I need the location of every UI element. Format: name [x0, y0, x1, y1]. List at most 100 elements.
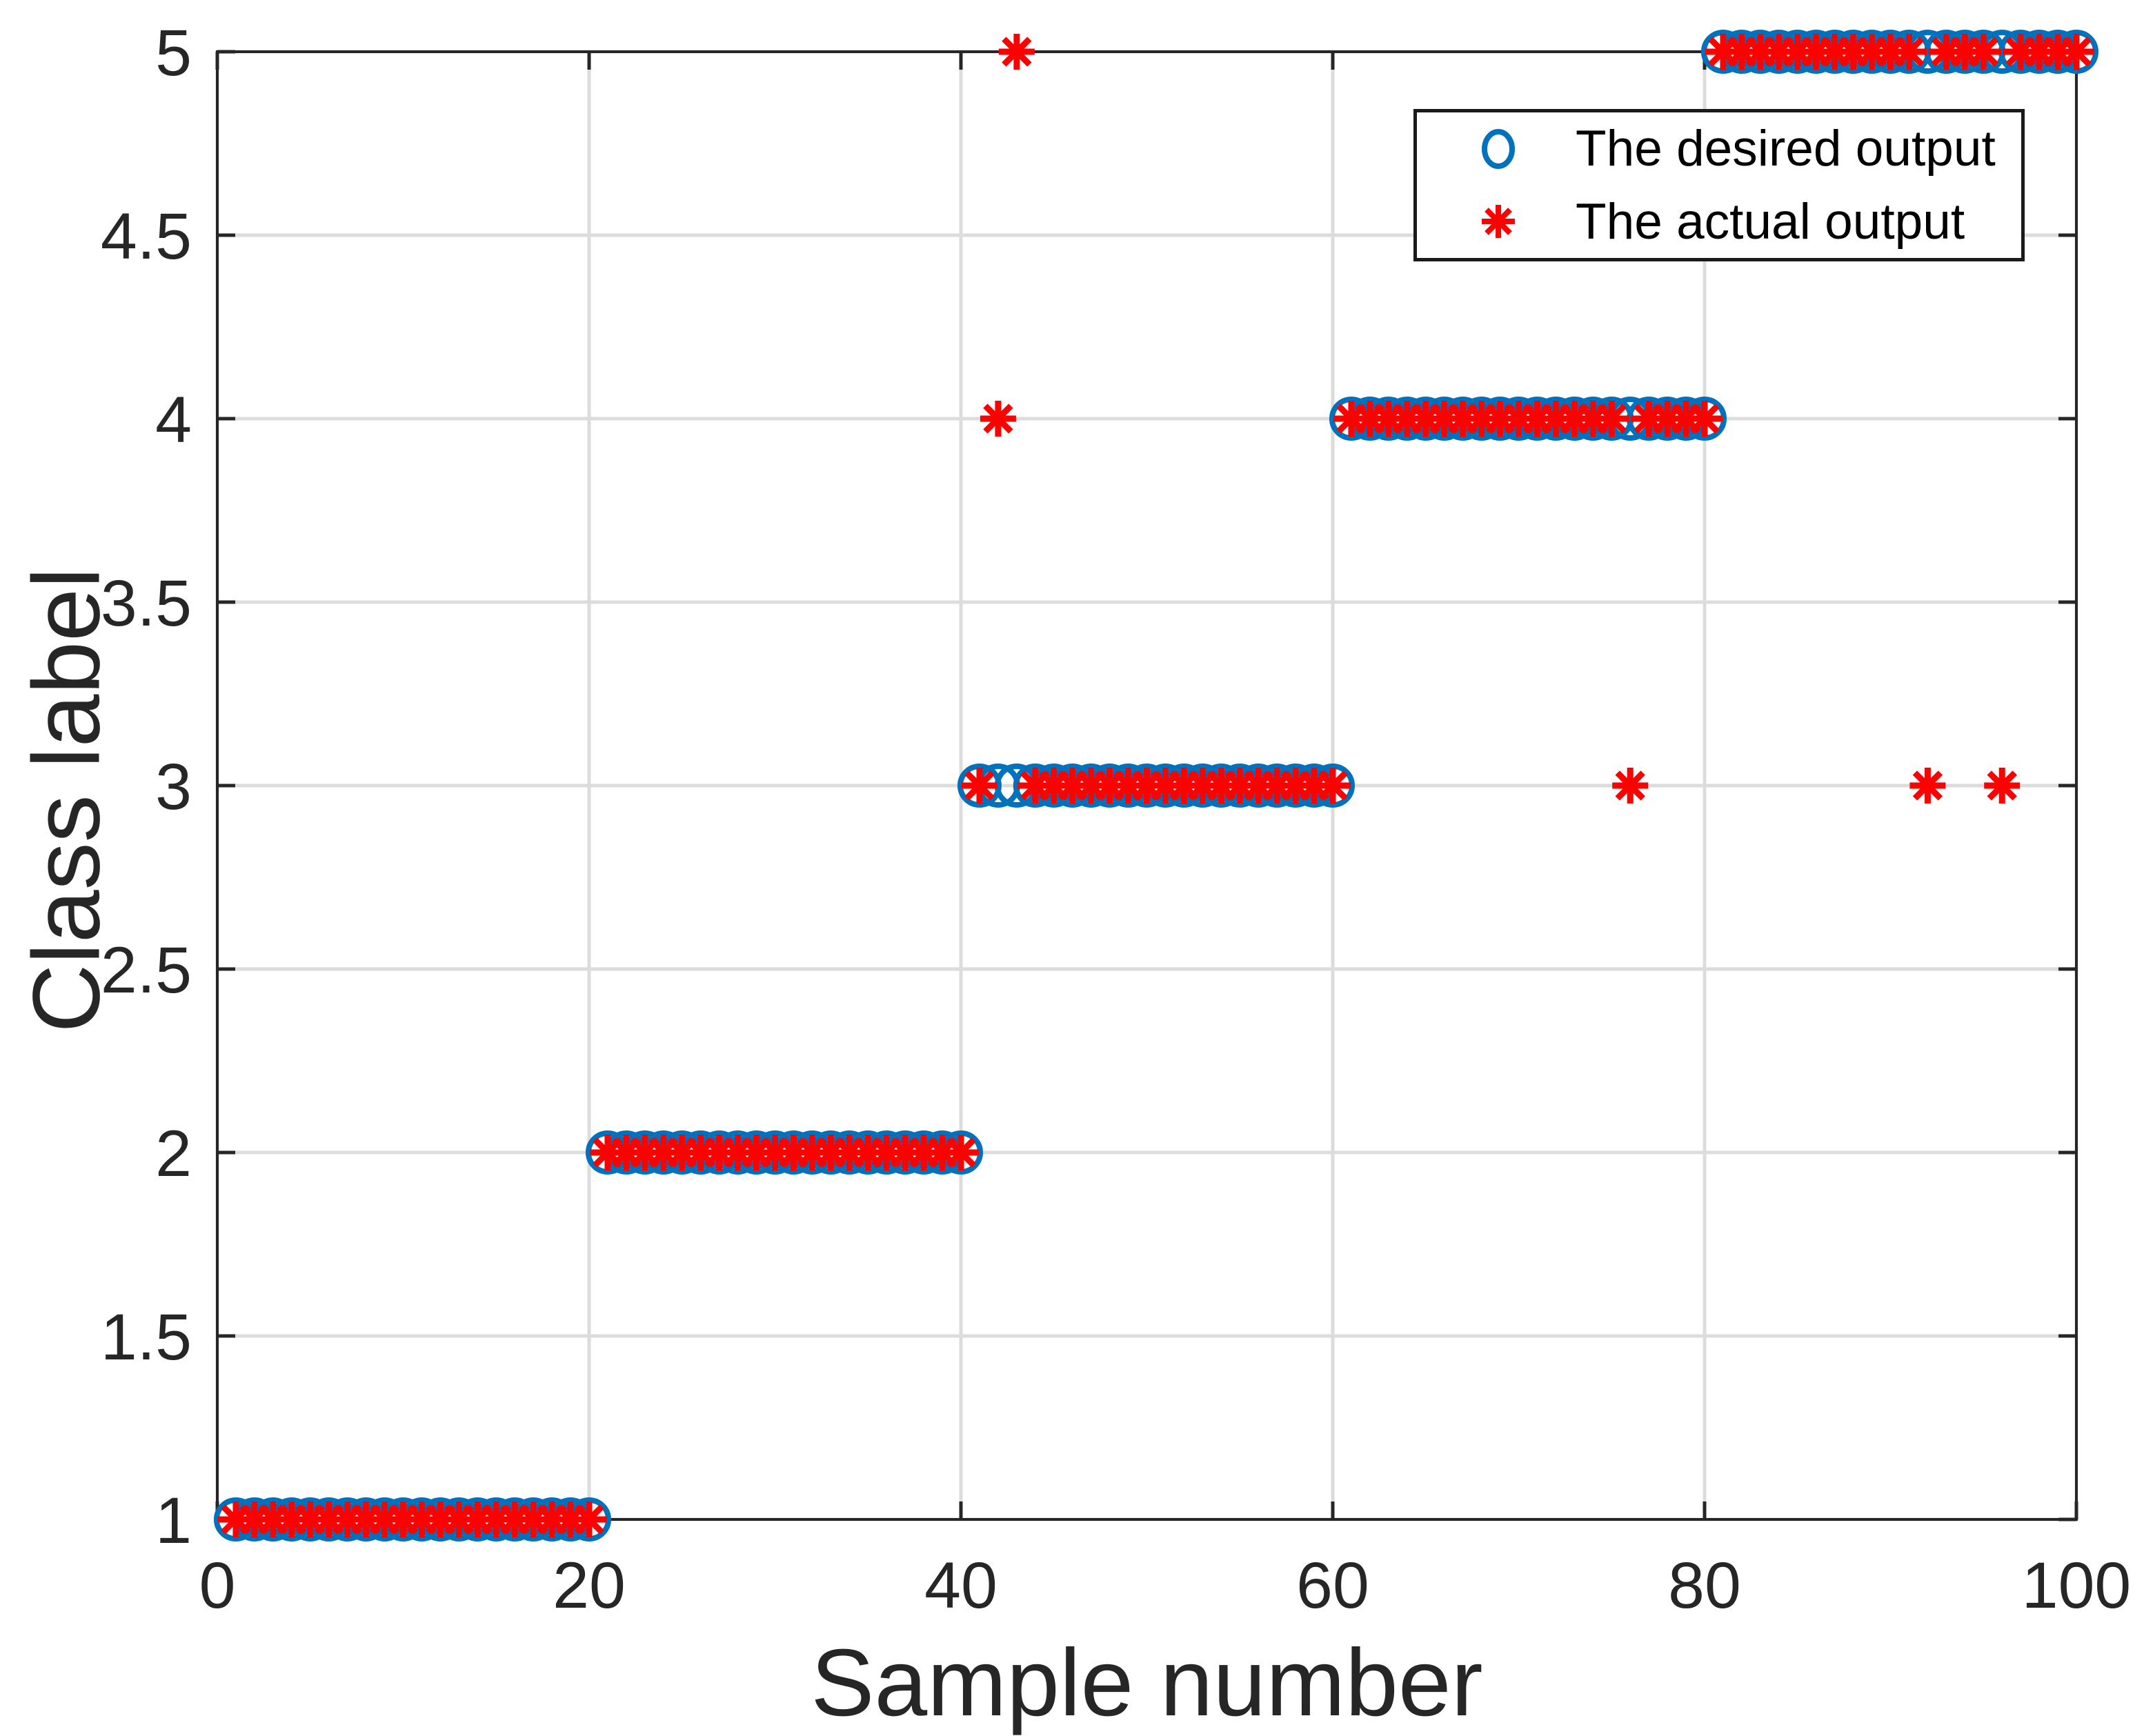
actual-marker: [1333, 401, 1369, 437]
x-tick-label: 80: [1668, 1549, 1741, 1622]
actual-marker: [1054, 768, 1091, 804]
actual-marker: [1631, 401, 1667, 437]
x-tick-label: 60: [1296, 1549, 1369, 1622]
y-tick-label: 4.5: [101, 200, 192, 273]
actual-marker: [1482, 401, 1518, 437]
actual-marker: [478, 1501, 515, 1537]
x-tick-label: 100: [2022, 1549, 2132, 1622]
legend-label-desired: The desired output: [1576, 121, 1996, 177]
actual-marker: [553, 1501, 589, 1537]
actual-marker: [2021, 34, 2058, 70]
actual-marker: [1166, 768, 1202, 804]
actual-marker: [1147, 768, 1184, 804]
actual-marker: [1351, 401, 1388, 437]
y-tick-label: 4: [155, 383, 192, 457]
y-tick-label: 3.5: [101, 567, 192, 640]
actual-marker: [943, 1135, 979, 1170]
actual-marker: [385, 1501, 421, 1537]
actual-marker: [980, 401, 1016, 437]
actual-marker: [1426, 401, 1462, 437]
circle-marker-icon: [1457, 123, 1540, 175]
actual-marker: [404, 1501, 440, 1537]
actual-marker: [1649, 401, 1686, 437]
actual-marker: [719, 1135, 756, 1170]
y-tick-label: 2.5: [101, 934, 192, 1007]
actual-marker: [366, 1501, 403, 1537]
legend-entry-desired: The desired output: [1417, 112, 2021, 186]
actual-marker: [738, 1135, 775, 1170]
actual-marker: [589, 1135, 626, 1170]
y-tick-label: 2: [155, 1117, 192, 1190]
actual-marker: [292, 1501, 328, 1537]
actual-marker: [348, 1501, 384, 1537]
actual-marker: [1184, 768, 1221, 804]
actual-marker: [236, 1501, 272, 1537]
y-tick-label: 1: [155, 1484, 192, 1557]
actual-marker: [1222, 768, 1258, 804]
actual-marker: [2040, 34, 2076, 70]
y-tick-label: 3: [155, 750, 192, 824]
actual-marker: [1203, 768, 1240, 804]
x-tick-label: 40: [924, 1549, 997, 1622]
actual-marker: [1928, 34, 1965, 70]
legend-entry-actual: The actual output: [1417, 186, 2021, 259]
actual-marker: [1798, 34, 1834, 70]
actual-marker: [645, 1135, 682, 1170]
actual-marker: [1575, 401, 1611, 437]
actual-marker: [961, 768, 997, 804]
actual-marker: [831, 1135, 868, 1170]
actual-marker: [1538, 401, 1574, 437]
actual-marker: [868, 1135, 905, 1170]
actual-marker: [1259, 768, 1296, 804]
actual-marker: [255, 1501, 291, 1537]
actual-marker: [1296, 768, 1333, 804]
actual-marker: [850, 1135, 886, 1170]
actual-marker: [1723, 34, 1760, 70]
actual-marker: [1407, 401, 1444, 437]
actual-marker: [497, 1501, 533, 1537]
actual-marker: [682, 1135, 719, 1170]
actual-marker: [1073, 768, 1109, 804]
actual-marker: [515, 1501, 552, 1537]
y-tick-label: 1.5: [101, 1301, 192, 1374]
actual-marker: [1705, 34, 1741, 70]
actual-marker: [1687, 401, 1723, 437]
actual-marker: [1668, 401, 1705, 437]
actual-marker: [775, 1135, 812, 1170]
legend: The desired output The actual output: [1413, 109, 2025, 261]
actual-marker: [1835, 34, 1872, 70]
actual-marker: [459, 1501, 496, 1537]
x-tick-label: 20: [553, 1549, 626, 1622]
actual-marker: [906, 1135, 942, 1170]
actual-marker: [1500, 401, 1537, 437]
asterisk-marker-icon: [1457, 195, 1540, 248]
actual-marker: [441, 1501, 477, 1537]
actual-marker: [1872, 34, 1909, 70]
actual-marker: [1017, 768, 1053, 804]
actual-marker: [217, 1501, 254, 1537]
actual-marker: [1909, 768, 1946, 804]
actual-marker: [1519, 401, 1556, 437]
actual-marker: [626, 1135, 663, 1170]
actual-marker: [422, 1501, 459, 1537]
actual-marker: [1240, 768, 1277, 804]
actual-marker: [1854, 34, 1890, 70]
y-axis-label: Class label: [13, 567, 120, 1033]
actual-marker: [664, 1135, 700, 1170]
actual-marker: [329, 1501, 366, 1537]
actual-marker: [1556, 401, 1593, 437]
actual-marker: [1947, 34, 1983, 70]
actual-marker: [1370, 401, 1407, 437]
actual-marker: [1463, 401, 1500, 437]
actual-marker: [1091, 768, 1128, 804]
actual-marker: [571, 1501, 607, 1537]
actual-marker: [1315, 768, 1351, 804]
actual-marker: [1891, 34, 1927, 70]
actual-marker: [1760, 34, 1797, 70]
actual-marker: [1742, 34, 1778, 70]
actual-marker: [1110, 768, 1147, 804]
actual-marker: [1965, 34, 2002, 70]
actual-marker: [273, 1501, 310, 1537]
actual-marker: [310, 1501, 347, 1537]
